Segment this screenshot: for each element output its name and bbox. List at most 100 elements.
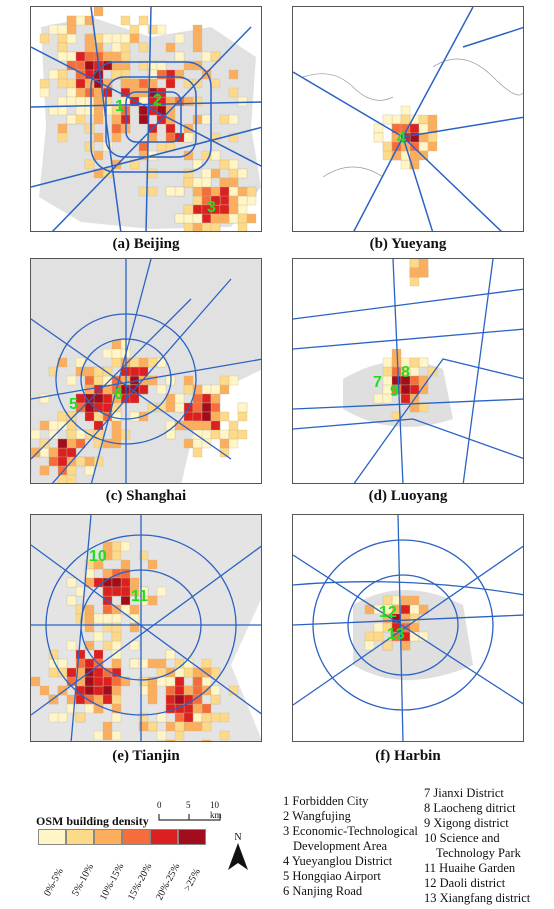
density-cell [111,420,122,431]
density-cell [210,51,221,62]
density-cell [66,51,77,62]
density-grid [39,7,257,231]
density-cell [409,622,420,633]
density-cell [192,429,203,440]
urban-footprint [31,515,261,741]
density-cell [183,667,194,678]
legend-label-5-10: 5%-10% [70,862,97,899]
site-labels: 7 8 9 [373,364,410,400]
map-yueyang: 4 [293,7,523,231]
density-cell [192,33,203,44]
density-cell [183,721,194,732]
density-cell [391,114,402,125]
density-cell [93,667,104,678]
density-cell [75,649,86,660]
density-cell [57,96,68,107]
density-cell [183,96,194,107]
place-item: 1 Forbidden City [283,794,369,808]
density-cell [57,420,68,431]
density-cell [102,613,113,624]
density-cell [409,604,420,615]
density-cell [111,640,122,651]
density-cell [129,393,140,404]
density-cell [66,411,77,422]
density-cell [228,420,239,431]
density-cell [102,676,113,687]
density-cell [210,667,221,678]
density-cell [192,438,203,449]
density-cell [409,402,420,413]
density-cell [57,69,68,80]
density-cell [48,366,59,377]
density-cell [237,195,248,206]
legend-swatch-20-25 [150,829,178,845]
density-cell [147,721,158,732]
density-cell [192,78,203,89]
density-cell [120,577,131,588]
density-cell [409,123,420,134]
density-cell [57,456,68,467]
density-cell [409,384,420,395]
density-cell [138,141,149,152]
density-cell [382,357,393,368]
density-cell [165,685,176,696]
density-cell [39,465,50,476]
road-network [293,259,523,483]
density-cell [201,150,212,161]
density-cell [57,78,68,89]
density-cell [210,420,221,431]
density-cell [147,168,158,179]
density-cell [228,375,239,386]
density-cell [75,712,86,723]
density-cell [84,622,95,633]
density-cell [192,703,203,714]
density-cell [93,96,104,107]
density-cell [138,114,149,125]
density-cell [165,694,176,705]
density-cell [373,622,384,633]
density-cell [210,186,221,197]
density-cell [210,150,221,161]
map-panel-tianjin: 10 11 [30,514,262,742]
density-cell [183,712,194,723]
density-cell [228,69,239,80]
density-cell [192,24,203,35]
density-cell [174,712,185,723]
place-item: 6 Nanjing Road [283,884,363,898]
density-cell [192,114,203,125]
density-cell [84,159,95,170]
density-cell [120,586,131,597]
density-cell [183,375,194,386]
density-cell [183,213,194,224]
density-cell [57,132,68,143]
density-cell [111,631,122,642]
density-cell [228,186,239,197]
legend-swatch-10-15 [94,829,122,845]
density-cell [219,195,230,206]
density-cell [57,24,68,35]
density-cell [418,357,429,368]
density-cell [201,177,212,188]
site-label-13: 13 [387,626,405,643]
density-cell [201,222,212,231]
density-cell [192,694,203,705]
density-cell [84,78,95,89]
density-cell [129,33,140,44]
density-cell [57,438,68,449]
density-cell [192,204,203,215]
density-cell [102,51,113,62]
scale-tick-0: 0 [157,800,162,810]
density-cell [219,384,230,395]
density-cell [400,105,411,116]
density-cell [66,703,77,714]
density-cell [75,15,86,26]
density-cell [138,15,149,26]
density-cell [75,402,86,413]
place-item: 8 Laocheng ditrict [424,801,516,815]
density-cell [201,186,212,197]
density-cell [84,96,95,107]
density-cell [93,420,104,431]
legend-title: OSM building density [36,814,149,828]
density-cell [93,631,104,642]
density-cell [66,375,77,386]
